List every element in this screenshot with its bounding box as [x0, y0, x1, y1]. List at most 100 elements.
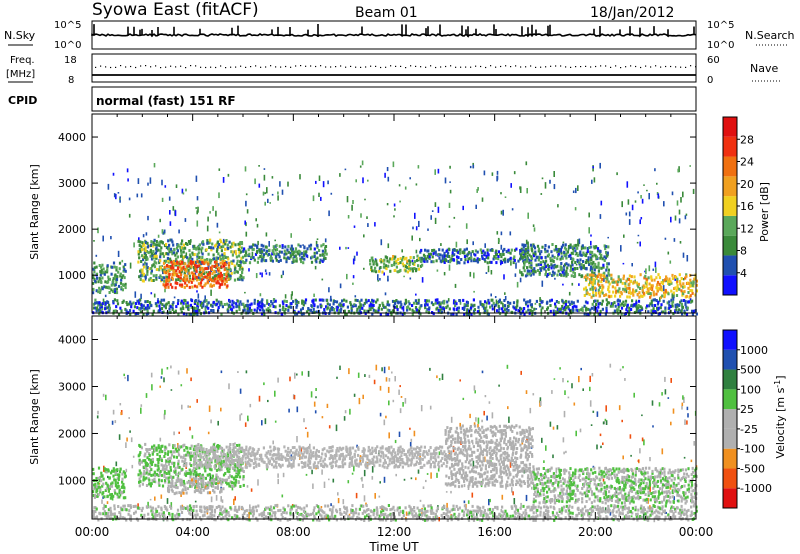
noise-echo	[128, 197, 131, 201]
noise-echo	[427, 228, 429, 231]
echo-cell	[655, 292, 658, 296]
echo-cell	[177, 312, 180, 316]
echo-cell	[167, 457, 170, 461]
echo-cell	[177, 462, 180, 466]
noise-echo	[353, 465, 355, 472]
echo-cell	[392, 304, 395, 308]
echo-cell	[623, 312, 626, 316]
noise-echo	[110, 236, 112, 240]
nave-dot	[180, 65, 182, 67]
echo-cell	[396, 270, 399, 274]
noise-echo	[526, 254, 529, 258]
echo-cell	[171, 480, 174, 484]
noise-echo	[105, 394, 107, 401]
noise-echo	[239, 414, 241, 421]
nsearch-label: N.Search	[745, 29, 795, 42]
echo-cell	[592, 260, 595, 264]
noise-echo	[147, 182, 149, 186]
echo-cell	[218, 272, 221, 276]
echo-cell	[523, 249, 527, 253]
echo-cell	[138, 275, 141, 279]
echo-cell	[592, 274, 595, 278]
echo-cell	[172, 475, 175, 479]
echo-cell	[193, 284, 197, 288]
noise-echo	[180, 507, 182, 511]
echo-cell	[107, 310, 110, 314]
echo-cell	[439, 305, 442, 309]
echo-cell	[104, 307, 107, 311]
echo-cell	[169, 257, 172, 261]
noise-echo	[490, 293, 492, 297]
noise-echo	[490, 270, 493, 275]
echo-cell	[287, 308, 290, 312]
nave-dot	[425, 66, 427, 68]
echo-cell	[200, 474, 203, 478]
echo-cell	[158, 454, 161, 458]
echo-cell	[240, 460, 243, 464]
echo-cell	[269, 258, 272, 262]
echo-cell	[653, 293, 656, 297]
echo-cell	[144, 306, 148, 310]
echo-cell	[560, 245, 563, 249]
echo-cell	[436, 301, 439, 305]
echo-cell	[256, 244, 259, 248]
echo-cell	[310, 304, 313, 308]
echo-cell	[150, 267, 153, 270]
echo-cell	[562, 243, 565, 247]
noise-echo	[475, 204, 477, 209]
noise-echo	[410, 438, 413, 442]
noise-echo	[115, 193, 117, 200]
echo-cell	[591, 266, 594, 270]
echo-cell	[292, 257, 295, 261]
echo-cell	[112, 261, 116, 265]
echo-cell	[202, 304, 205, 308]
echo-cell	[458, 251, 462, 255]
echo-cell	[668, 303, 671, 307]
noise-echo	[301, 371, 303, 376]
noise-echo	[180, 384, 183, 387]
echo-cell	[219, 271, 222, 275]
echo-cell	[199, 274, 202, 278]
echo-cell	[167, 450, 170, 454]
echo-cell	[288, 450, 291, 454]
echo-cell	[221, 480, 224, 484]
echo-cell	[513, 306, 516, 310]
echo-cell	[300, 461, 303, 464]
echo-cell	[604, 293, 608, 297]
echo-cell	[246, 307, 249, 310]
noise-echo	[264, 269, 267, 272]
echo-cell	[622, 277, 625, 281]
noise-echo	[113, 193, 116, 198]
echo-cell	[470, 312, 473, 316]
noise-echo	[426, 473, 429, 475]
echo-cell	[661, 310, 665, 314]
echo-cell	[296, 303, 299, 307]
echo-cell	[479, 300, 482, 304]
echo-cell	[430, 301, 433, 305]
echo-cell	[671, 300, 675, 304]
echo-cell	[117, 312, 121, 316]
noise-echo	[256, 457, 258, 461]
echo-cell	[191, 271, 194, 275]
echo-cell	[100, 268, 103, 272]
echo-cell	[152, 244, 155, 248]
echo-cell	[112, 282, 115, 286]
echo-cell	[132, 301, 135, 305]
noise-echo	[337, 498, 340, 504]
echo-cell	[655, 299, 658, 302]
echo-cell	[114, 273, 117, 277]
echo-cell	[100, 471, 103, 475]
echo-cell	[115, 291, 119, 295]
noise-echo	[247, 415, 249, 422]
echo-cell	[161, 241, 164, 244]
echo-cell	[169, 468, 172, 472]
echo-cell	[253, 298, 256, 302]
noise-echo	[413, 430, 416, 437]
echo-cell	[93, 270, 96, 274]
echo-cell	[667, 279, 670, 283]
noise-echo	[266, 467, 268, 471]
echo-cell	[95, 265, 98, 269]
echo-cell	[445, 306, 448, 310]
echo-cell	[219, 462, 223, 466]
echo-cell	[184, 246, 187, 250]
